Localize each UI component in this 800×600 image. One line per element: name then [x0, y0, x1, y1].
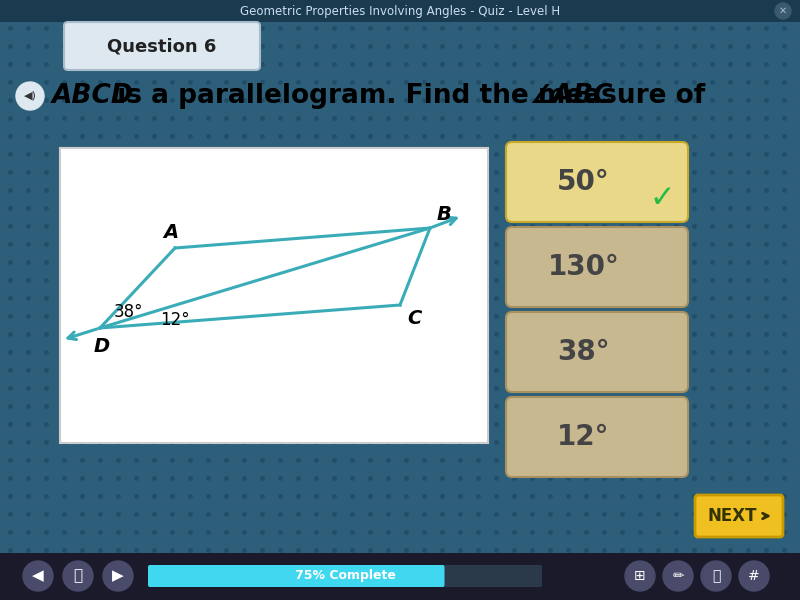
FancyBboxPatch shape — [148, 565, 445, 587]
FancyBboxPatch shape — [506, 142, 688, 222]
Text: #: # — [748, 569, 760, 583]
Circle shape — [103, 561, 133, 591]
FancyBboxPatch shape — [506, 312, 688, 392]
Text: .: . — [586, 83, 596, 109]
Circle shape — [663, 561, 693, 591]
Text: ◀: ◀ — [32, 569, 44, 583]
Text: ✏: ✏ — [672, 569, 684, 583]
FancyBboxPatch shape — [0, 553, 800, 600]
Text: B: B — [437, 205, 451, 223]
Text: Question 6: Question 6 — [107, 38, 217, 56]
Text: ✓: ✓ — [650, 184, 674, 212]
Text: ▶: ▶ — [112, 569, 124, 583]
FancyBboxPatch shape — [0, 0, 800, 22]
Circle shape — [23, 561, 53, 591]
Text: 130°: 130° — [547, 253, 619, 281]
Circle shape — [625, 561, 655, 591]
Text: 75% Complete: 75% Complete — [294, 569, 395, 583]
FancyBboxPatch shape — [64, 22, 260, 70]
Text: 38°: 38° — [114, 303, 142, 321]
Text: NEXT: NEXT — [708, 507, 757, 525]
Text: 12°: 12° — [557, 423, 610, 451]
Text: Geometric Properties Involving Angles - Quiz - Level H: Geometric Properties Involving Angles - … — [240, 4, 560, 17]
Text: ✕: ✕ — [779, 6, 787, 16]
Text: D: D — [94, 337, 110, 355]
Circle shape — [63, 561, 93, 591]
Text: 50°: 50° — [557, 168, 610, 196]
Text: ABCD: ABCD — [52, 83, 134, 109]
FancyBboxPatch shape — [60, 148, 488, 443]
FancyBboxPatch shape — [506, 227, 688, 307]
Circle shape — [701, 561, 731, 591]
Text: ◀): ◀) — [23, 91, 37, 101]
Circle shape — [739, 561, 769, 591]
Text: ⊞: ⊞ — [634, 569, 646, 583]
FancyBboxPatch shape — [148, 565, 542, 587]
Text: C: C — [407, 310, 421, 329]
FancyBboxPatch shape — [506, 397, 688, 477]
Text: 📋: 📋 — [712, 569, 720, 583]
Text: 12°: 12° — [160, 311, 190, 329]
Text: A: A — [163, 223, 178, 241]
FancyBboxPatch shape — [695, 495, 783, 537]
Text: is a parallelogram. Find the measure of: is a parallelogram. Find the measure of — [108, 83, 714, 109]
Text: 38°: 38° — [557, 338, 610, 366]
Text: ⏸: ⏸ — [74, 569, 82, 583]
Circle shape — [16, 82, 44, 110]
Circle shape — [775, 3, 791, 19]
Text: ∠ABC: ∠ABC — [530, 83, 614, 109]
